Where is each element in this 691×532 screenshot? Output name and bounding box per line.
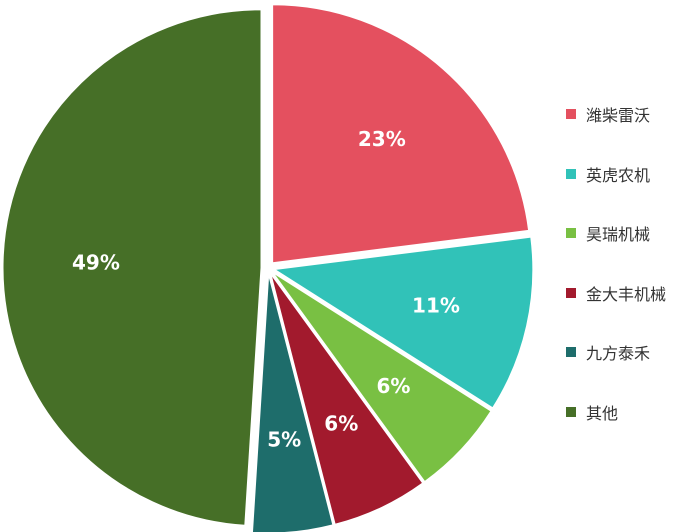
slice-label: 6% [324, 412, 358, 436]
slice-label: 6% [376, 374, 410, 398]
legend-item: 英虎农机 [566, 164, 686, 185]
legend-swatch [566, 168, 576, 179]
legend-label: 九方泰禾 [586, 344, 651, 364]
slice-label: 49% [72, 251, 120, 275]
legend-item: 潍柴雷沃 [566, 104, 686, 125]
slice-label: 11% [412, 294, 460, 318]
legend-swatch [566, 109, 576, 119]
legend-item: 金大丰机械 [566, 283, 686, 304]
legend-swatch [566, 347, 576, 358]
pie-slice [270, 274, 424, 525]
slice-label: 5% [267, 427, 301, 451]
pie-slice [272, 272, 492, 483]
legend-item: 其他 [566, 402, 686, 423]
legend-swatch [566, 287, 576, 298]
pie-slice [272, 4, 530, 264]
legend: 潍柴雷沃 英虎农机 昊瑞机械 金大丰机械 九方泰禾 其他 [566, 104, 686, 462]
legend-item: 九方泰禾 [566, 342, 686, 364]
legend-label: 潍柴雷沃 [586, 106, 651, 125]
legend-swatch [566, 228, 576, 239]
legend-label: 其他 [586, 403, 619, 423]
legend-item: 昊瑞机械 [566, 223, 686, 245]
legend-label: 英虎农机 [586, 165, 651, 185]
legend-label: 昊瑞机械 [586, 225, 651, 245]
legend-swatch [566, 406, 576, 417]
slice-label: 23% [358, 127, 406, 151]
legend-label: 金大丰机械 [586, 284, 667, 304]
pie-slice [273, 236, 534, 409]
pie-slice [2, 9, 262, 526]
